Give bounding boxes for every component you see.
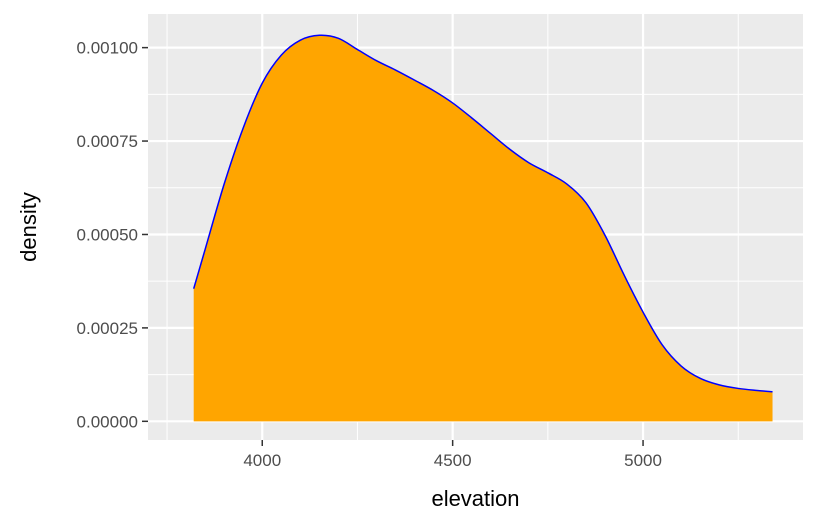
y-tick-label: 0.00050 xyxy=(77,225,138,244)
x-tick-label: 5000 xyxy=(624,451,662,470)
y-tick-label: 0.00025 xyxy=(77,319,138,338)
y-axis-title: density xyxy=(16,192,41,262)
x-axis-title: elevation xyxy=(431,486,519,511)
x-tick-label: 4000 xyxy=(243,451,281,470)
y-axis: 0.00000 0.00025 0.00050 0.00075 0.00100 xyxy=(77,39,148,431)
x-axis: 4000 4500 5000 xyxy=(243,440,662,470)
y-tick-label: 0.00075 xyxy=(77,132,138,151)
y-tick-label: 0.00100 xyxy=(77,39,138,58)
density-area xyxy=(193,35,773,422)
x-tick-label: 4500 xyxy=(434,451,472,470)
y-tick-label: 0.00000 xyxy=(77,412,138,431)
density-line xyxy=(192,34,773,393)
